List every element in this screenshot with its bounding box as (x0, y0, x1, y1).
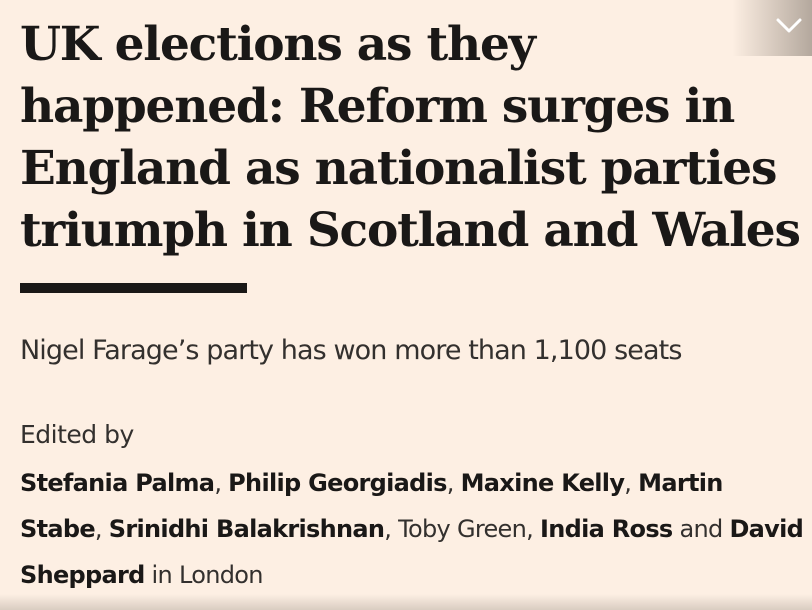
byline-separator: and (672, 515, 730, 543)
author-name: Toby Green (398, 515, 527, 543)
author-link[interactable]: Maxine Kelly (460, 469, 625, 497)
byline-location: London (178, 561, 263, 589)
bottom-shade (0, 594, 812, 610)
byline-separator: , (384, 515, 399, 543)
byline-separator: , (94, 515, 109, 543)
author-link[interactable]: Philip Georgiadis (228, 469, 447, 497)
byline-separator: , (624, 469, 639, 497)
author-link[interactable]: David Sheppard (20, 515, 804, 589)
byline-separator: , (214, 469, 229, 497)
author-link[interactable]: Stefania Palma (20, 469, 215, 497)
author-link[interactable]: Srinidhi Balakrishnan (108, 515, 385, 543)
byline-label: Edited by (20, 420, 134, 449)
author-link[interactable]: India Ross (540, 515, 673, 543)
author-link[interactable]: Martin Stabe (20, 469, 723, 543)
byline-separator: in (144, 561, 179, 589)
headline: UK elections as they happened: Reform su… (20, 17, 801, 258)
byline-separator: , (446, 469, 461, 497)
standfirst: Nigel Farage’s party has won more than 1… (20, 335, 682, 366)
byline-separator: , (526, 515, 540, 543)
top-shade (732, 0, 812, 56)
byline: Stefania Palma, Philip Georgiadis, Maxin… (20, 460, 805, 598)
chevron-down-icon[interactable] (774, 10, 804, 40)
headline-rule (20, 283, 247, 293)
